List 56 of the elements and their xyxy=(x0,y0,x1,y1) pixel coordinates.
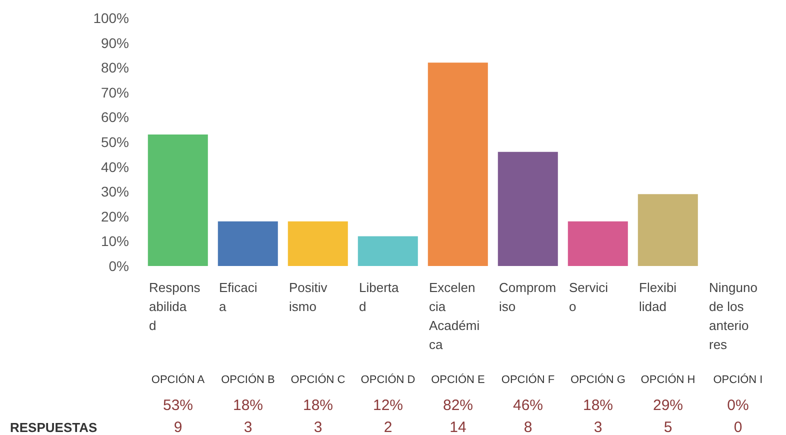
text: OPCIÓN G xyxy=(569,374,626,386)
y-tick-label: 70% xyxy=(100,84,129,100)
text: 8 xyxy=(522,419,534,435)
text: 9 xyxy=(172,419,184,435)
y-tick-label: 60% xyxy=(100,109,129,126)
text: RESPUESTAS xyxy=(10,420,98,435)
data-label: 18% xyxy=(232,397,264,414)
data-label: 46% xyxy=(512,397,544,414)
x-tick-label: Positivismo xyxy=(289,280,328,314)
data-label: 18% xyxy=(302,397,334,414)
bar xyxy=(218,221,278,266)
y-tick-label: 100% xyxy=(93,10,129,26)
data-label: 29% xyxy=(652,397,684,414)
bar xyxy=(638,194,698,266)
x-tick-label: Excelencia Académica xyxy=(429,280,480,352)
x-tick-label: Eficacia xyxy=(219,280,258,314)
y-tick-label: 20% xyxy=(100,208,129,224)
text: 3 xyxy=(312,419,324,435)
bar xyxy=(498,152,558,266)
x-tick-label: Compromiso xyxy=(499,280,556,314)
text: 0 xyxy=(732,419,744,435)
x-tick-label: Flexibilidad xyxy=(639,280,677,314)
x-tick-label: Servicio xyxy=(569,280,608,314)
text: OPCIÓN B xyxy=(220,374,276,386)
y-tick-label: 90% xyxy=(100,34,129,51)
data-label: 53% xyxy=(162,397,194,414)
x-tick-label: Libertad xyxy=(359,280,400,314)
data-label: 18% xyxy=(582,397,614,414)
bar xyxy=(288,221,348,266)
x-tick-label: Ninguno de los anteriores xyxy=(709,280,758,352)
bar xyxy=(358,236,418,266)
text: OPCIÓN A xyxy=(150,374,206,386)
text: OPCIÓN I xyxy=(712,374,764,386)
text: OPCIÓN H xyxy=(640,374,696,386)
data-label: 12% xyxy=(372,397,404,414)
text: 14 xyxy=(448,419,468,435)
y-tick-label: 30% xyxy=(100,184,129,200)
y-tick-label: 10% xyxy=(100,233,129,250)
text: OPCIÓN C xyxy=(290,374,346,386)
text: OPCIÓN F xyxy=(500,374,556,386)
text: 2 xyxy=(382,419,394,435)
text: 3 xyxy=(242,419,254,435)
text: OPCIÓN D xyxy=(360,374,416,386)
y-tick-label: 0% xyxy=(108,258,129,274)
y-tick-label: 50% xyxy=(100,134,129,150)
y-tick-label: 80% xyxy=(100,60,129,76)
y-tick-label: 40% xyxy=(100,158,129,175)
data-label: 82% xyxy=(442,397,474,414)
text: 5 xyxy=(662,419,674,435)
data-label: 0% xyxy=(726,397,750,414)
text: OPCIÓN E xyxy=(430,374,486,386)
bar xyxy=(428,62,488,266)
bar xyxy=(568,221,628,266)
text: 3 xyxy=(592,419,604,435)
bar xyxy=(148,134,208,266)
x-tick-label: Responsabilidad xyxy=(149,280,201,333)
